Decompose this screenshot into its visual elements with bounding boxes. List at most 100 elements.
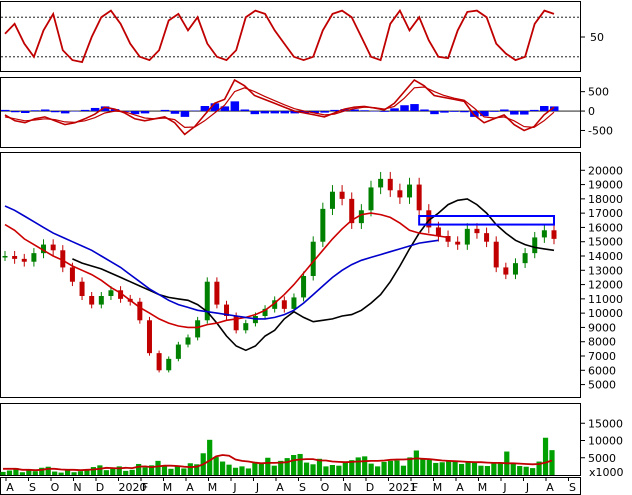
- macd-signal-line: [4, 86, 555, 129]
- macd-histogram-bar: [440, 111, 449, 113]
- macd-histogram-bar: [90, 107, 100, 112]
- volume-bar: [329, 464, 335, 475]
- macd-tick-label: -500: [588, 124, 613, 137]
- x-tick-label: 2020: [119, 481, 147, 494]
- price-candle-body: [60, 250, 66, 268]
- price-candle-body: [522, 253, 528, 264]
- price-candle-body: [21, 258, 27, 262]
- price-candle-body: [407, 184, 413, 198]
- volume-bar: [258, 463, 264, 475]
- price-candle-body: [195, 320, 201, 338]
- x-tick-label: A: [546, 481, 554, 494]
- volume-bar: [71, 472, 77, 475]
- volume-bar: [297, 453, 303, 475]
- price-candle-body: [272, 300, 278, 309]
- x-tick-label: O: [321, 481, 330, 494]
- price-candle-body: [474, 228, 480, 234]
- volume-bar: [471, 461, 478, 475]
- volume-bar: [478, 465, 484, 475]
- macd-histogram-bar: [180, 111, 190, 117]
- price-tick-label: 17000: [588, 207, 623, 220]
- volume-bar: [136, 463, 142, 475]
- price-candle-body: [156, 353, 162, 371]
- volume-bar: [439, 462, 445, 475]
- price-tick-label: 7000: [588, 350, 616, 363]
- price-candle-body: [118, 290, 124, 299]
- price-tick-label: 16000: [588, 221, 623, 234]
- x-tick-label: N: [343, 481, 351, 494]
- macd-histogram-bar: [200, 106, 210, 112]
- macd-histogram-bar: [160, 109, 170, 112]
- price-candle-body: [320, 208, 326, 242]
- volume-bar: [362, 456, 368, 475]
- macd-histogram-bar: [270, 111, 280, 114]
- stochastic-layer: 50: [1, 8, 604, 64]
- volume-bar: [517, 466, 523, 475]
- x-tick-label: S: [299, 481, 306, 494]
- macd-histogram-bar: [170, 111, 180, 114]
- volume-bar: [187, 463, 193, 475]
- price-tick-label: 19000: [588, 179, 623, 192]
- price-candle-body: [397, 190, 403, 198]
- volume-bar: [116, 466, 122, 475]
- price-tick-label: 6000: [588, 364, 616, 377]
- volume-bar: [194, 464, 200, 475]
- price-candle-body: [224, 304, 230, 316]
- volume-bar: [252, 461, 258, 475]
- volume-bar: [58, 472, 64, 475]
- x-tick-label: J: [232, 481, 236, 494]
- macd-histogram-bar: [130, 111, 140, 115]
- price-candle-body: [31, 253, 37, 262]
- x-tick-label: M: [208, 481, 218, 494]
- price-candle-body: [79, 281, 85, 296]
- volume-bar: [497, 463, 503, 475]
- price-candle-body: [358, 210, 364, 224]
- price-tick-label: 14000: [588, 250, 623, 263]
- volume-bar: [213, 457, 219, 475]
- price-candle-body: [108, 290, 114, 296]
- volume-bar: [52, 471, 58, 475]
- x-tick-label: J: [502, 481, 506, 494]
- volume-bar: [220, 461, 226, 475]
- volume-bar: [452, 461, 458, 475]
- x-tick-label: A: [276, 481, 284, 494]
- macd-histogram-bar: [430, 111, 439, 115]
- price-candle-body: [551, 230, 557, 239]
- volume-bar: [45, 466, 51, 475]
- volume-bar: [433, 462, 439, 475]
- volume-panel-frame: [0, 403, 581, 476]
- price-candle-body: [493, 241, 499, 268]
- x-tick-label: A: [186, 481, 194, 494]
- x-tick-label: S: [29, 481, 36, 494]
- price-candle-body: [512, 263, 518, 275]
- volume-bar: [39, 467, 45, 475]
- volume-bar: [90, 467, 97, 475]
- volume-tick-label: 10000: [588, 435, 623, 448]
- macd-histogram-bar: [140, 111, 150, 114]
- price-candle-body: [455, 241, 461, 245]
- volume-bar: [6, 470, 13, 475]
- price-candle-body: [416, 184, 422, 211]
- volume-bar: [155, 460, 161, 475]
- price-candle-body: [214, 281, 220, 305]
- volume-bar: [148, 465, 155, 475]
- x-tick-label: N: [73, 481, 81, 494]
- x-tick-label: D: [366, 481, 374, 494]
- price-candle-body: [349, 198, 355, 224]
- x-tick-label: M: [163, 481, 173, 494]
- volume-bar: [245, 468, 252, 475]
- volume-bar: [458, 463, 465, 475]
- price-candle-body: [464, 228, 470, 245]
- volume-bar: [355, 457, 361, 475]
- price-candle-body: [445, 236, 451, 242]
- volume-bar: [542, 437, 549, 475]
- price-candle-body: [41, 244, 47, 254]
- macd-histogram-bar: [330, 109, 339, 112]
- price-tick-label: 13000: [588, 264, 623, 277]
- volume-average-line: [3, 454, 553, 472]
- price-tick-label: 5000: [588, 379, 616, 392]
- price-candle-body: [503, 267, 509, 275]
- x-tick-label: S: [569, 481, 576, 494]
- volume-bar: [349, 460, 355, 475]
- macd-histogram-bar: [350, 109, 359, 112]
